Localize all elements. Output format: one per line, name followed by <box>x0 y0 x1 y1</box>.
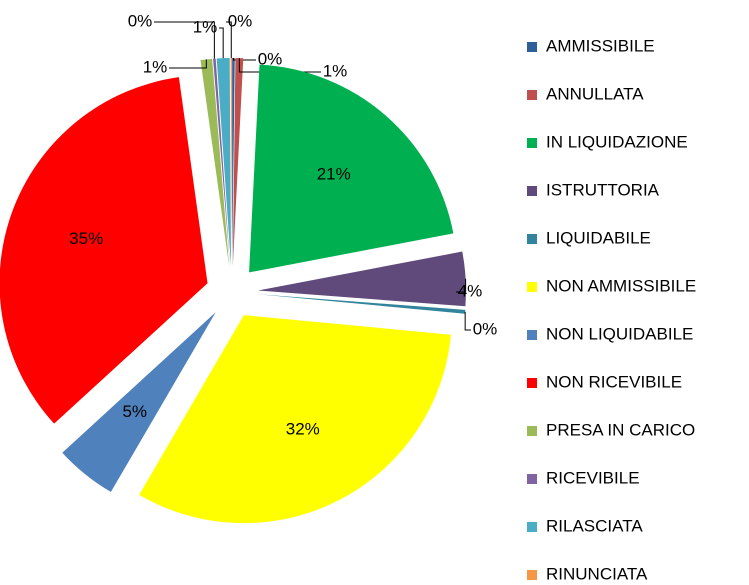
legend-label: NON LIQUIDABILE <box>546 324 693 343</box>
legend-label: NON AMMISSIBILE <box>546 276 696 295</box>
legend-swatch <box>527 426 537 436</box>
data-label: 0% <box>258 49 283 68</box>
legend-label: RICEVIBILE <box>546 468 640 487</box>
pie-slice <box>257 294 466 314</box>
pie-slice <box>249 64 454 273</box>
legend-swatch <box>527 330 537 340</box>
data-label: 35% <box>69 229 103 248</box>
legend-label: AMMISSIBILE <box>546 36 655 55</box>
data-label: 0% <box>473 319 498 338</box>
legend-label: ISTRUTTORIA <box>546 180 660 199</box>
pie-slice <box>200 58 230 267</box>
legend-swatch <box>527 282 537 292</box>
pie-slice <box>0 77 208 424</box>
legend-swatch <box>527 186 537 196</box>
data-label: 1% <box>323 61 348 80</box>
data-label: 1% <box>193 17 218 36</box>
legend-label: RINUNCIATA <box>546 564 648 583</box>
legend-swatch <box>527 522 537 532</box>
pie-slice <box>232 58 244 267</box>
data-label: 32% <box>286 419 320 438</box>
legend-label: RILASCIATA <box>546 516 643 535</box>
legend-swatch <box>527 378 537 388</box>
leader-line <box>464 311 471 331</box>
pie-slice <box>213 58 231 267</box>
data-label: 21% <box>317 165 351 184</box>
pie-slice <box>257 251 466 307</box>
legend-swatch <box>527 570 537 580</box>
data-label: 4% <box>458 281 483 300</box>
leader-line <box>169 59 207 69</box>
leader-line <box>154 21 215 59</box>
data-label: 5% <box>122 402 147 421</box>
legend-label: LIQUIDABILE <box>546 228 651 247</box>
leader-line <box>232 58 256 61</box>
legend-label: PRESA IN CARICO <box>546 420 695 439</box>
pie-slice <box>62 312 216 492</box>
legend-label: ANNULLATA <box>546 84 644 103</box>
legend-label: NON RICEVIBILE <box>546 372 682 391</box>
pie-slice <box>216 58 232 267</box>
legend-label: IN LIQUIDAZIONE <box>546 132 688 151</box>
data-label: 0% <box>128 11 153 30</box>
leader-line <box>456 278 467 293</box>
legend-swatch <box>527 90 537 100</box>
legend-swatch <box>527 42 537 52</box>
legend-swatch <box>527 234 537 244</box>
legend-swatch <box>527 138 537 148</box>
leader-line <box>219 27 224 59</box>
data-label: 1% <box>143 57 168 76</box>
pie-slice <box>230 58 232 267</box>
pie-slice <box>139 315 451 524</box>
pie-slice <box>232 58 235 267</box>
legend-swatch <box>527 474 537 484</box>
leader-line <box>226 21 232 59</box>
data-label: 0% <box>228 11 253 30</box>
